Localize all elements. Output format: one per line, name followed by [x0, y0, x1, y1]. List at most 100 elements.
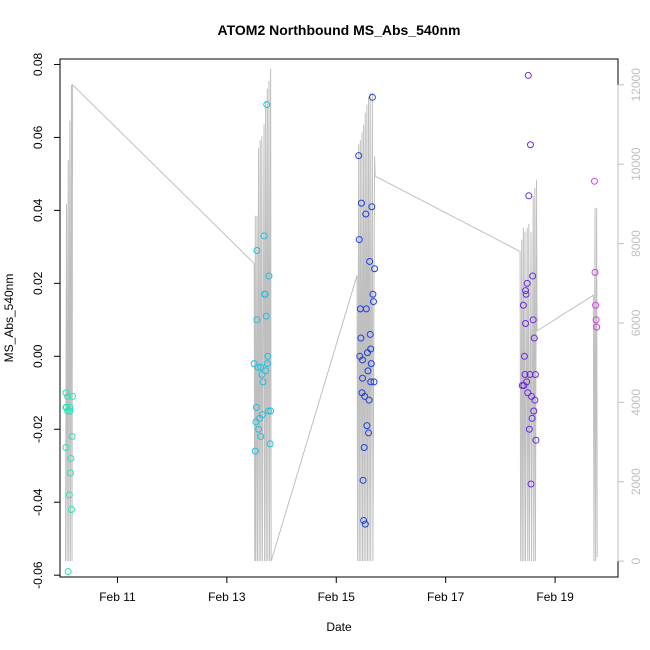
scatter-point — [367, 360, 375, 368]
y-tick-label: -0.06 — [31, 561, 45, 589]
scatter-point — [367, 345, 375, 353]
y2-tick-label: 6000 — [629, 309, 643, 336]
scatter-point — [362, 210, 370, 218]
scatter-point — [360, 516, 368, 524]
scatter-point — [531, 371, 539, 379]
scatter-point — [261, 290, 269, 298]
y-tick-label: 0.02 — [31, 271, 45, 295]
scatter-point — [66, 469, 74, 477]
y2-tick-label: 4000 — [629, 389, 643, 416]
scatter-point — [522, 319, 530, 327]
scatter-point — [366, 330, 374, 338]
scatter-point — [524, 71, 532, 79]
scatter-point — [521, 371, 529, 379]
scatter-point — [62, 444, 70, 451]
y2-tick-label: 0 — [629, 557, 643, 564]
scatter-point — [361, 520, 369, 528]
scatter-point — [522, 290, 530, 298]
scatter-point — [254, 363, 262, 371]
scatter-point — [368, 203, 376, 211]
scatter-point — [363, 422, 371, 430]
scatter-point — [357, 199, 365, 207]
scatter-point — [250, 360, 258, 368]
scatter-point — [528, 414, 536, 422]
scatter-point — [360, 444, 368, 451]
scatter-point — [255, 425, 263, 433]
scatter-point — [64, 392, 72, 400]
scatter-point — [359, 356, 367, 364]
scatter-point — [593, 323, 601, 331]
scatter-point — [530, 334, 538, 342]
scatter-point — [66, 403, 74, 411]
scatter-point — [260, 232, 268, 240]
scatter-point — [525, 425, 533, 433]
plot-area — [62, 68, 601, 576]
scatter-point — [365, 396, 373, 404]
scatter-point — [257, 433, 265, 441]
axes: -0.06 -0.04 -0.02 0.00 0.02 0.04 0.06 0.08 0 2000… — [31, 52, 643, 604]
scatter-point — [365, 429, 373, 437]
scatter-point — [67, 454, 75, 462]
scatter-point — [361, 392, 369, 400]
scatter-point — [370, 378, 378, 386]
scatter-point — [532, 436, 540, 444]
x-tick-label: Feb 13 — [208, 590, 246, 604]
scatter-point — [590, 177, 598, 185]
scatter-point — [264, 352, 272, 360]
x-tick-label: Feb 19 — [536, 590, 574, 604]
line-series-trace — [64, 68, 598, 562]
scatter-point — [258, 371, 266, 379]
y-tick-label: 0.06 — [31, 125, 45, 149]
scatter-point — [368, 93, 376, 101]
scatter-point — [257, 363, 265, 371]
scatter-point — [526, 141, 534, 149]
y-tick-label: -0.04 — [31, 488, 45, 516]
x-tick-label: Feb 17 — [427, 590, 465, 604]
scatter-point — [529, 316, 537, 324]
y2-tick-label: 2000 — [629, 468, 643, 495]
scatter-point — [263, 360, 271, 368]
y-axis-label: MS_Abs_540nm — [2, 274, 16, 363]
y2-tick-label: 10000 — [629, 147, 643, 181]
y2-tick-label: 8000 — [629, 230, 643, 257]
scatter-point — [523, 378, 531, 386]
y-tick-label: 0.00 — [31, 344, 45, 368]
scatter-point — [264, 407, 272, 415]
scatter-point — [592, 301, 600, 309]
scatter-point — [366, 257, 374, 265]
scatter-point — [520, 352, 528, 360]
scatter-point — [66, 407, 74, 415]
scatter-point — [266, 440, 274, 448]
scatter-point — [68, 433, 76, 441]
scatter-point — [253, 247, 261, 255]
scatter-point — [67, 506, 75, 514]
chart-title: ATOM2 Northbound MS_Abs_540nm — [218, 22, 461, 38]
scatter-point — [523, 279, 531, 287]
scatter-point — [524, 389, 532, 397]
scatter-point — [357, 334, 365, 342]
scatter-point — [259, 378, 267, 386]
scatter-point — [64, 568, 72, 576]
scatter-point — [263, 101, 271, 109]
scatter-point — [591, 268, 599, 276]
scatter-point — [359, 374, 367, 382]
x-tick-label: Feb 15 — [318, 590, 356, 604]
scatter-point — [252, 403, 260, 411]
scatter-point — [65, 491, 73, 499]
scatter-point — [529, 272, 537, 280]
scatter-point — [69, 392, 77, 400]
y2-tick-label: 12000 — [629, 68, 643, 102]
scatter-point — [371, 265, 379, 273]
scatter-point — [62, 389, 70, 397]
scatter-point — [530, 407, 538, 415]
scatter-point — [251, 447, 259, 455]
scatter-point — [525, 192, 533, 200]
scatter-point — [64, 407, 72, 415]
scatter-point — [355, 236, 363, 244]
scatter-point — [258, 411, 266, 419]
y-tick-label: 0.04 — [31, 198, 45, 222]
scatter-point — [262, 312, 270, 320]
scatter-point — [527, 480, 535, 488]
scatter-point — [519, 301, 527, 309]
